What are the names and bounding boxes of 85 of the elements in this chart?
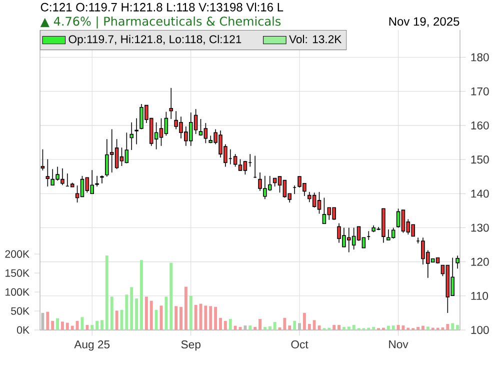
- bar: [170, 262, 173, 330]
- bar: [189, 296, 192, 330]
- bar: [332, 325, 336, 330]
- bar: [130, 287, 134, 330]
- bar: [352, 325, 356, 330]
- bar: [416, 326, 420, 330]
- bar: [451, 323, 454, 330]
- bar: [135, 298, 138, 330]
- y-tick-label: 130: [471, 224, 489, 232]
- bar: [273, 322, 276, 330]
- chart-title: C:121 O:119.7 H:121.8 L:118 V:13198 Vl:16 L: [40, 2, 284, 12]
- bar: [60, 322, 64, 330]
- x-tick-label: Sep: [181, 340, 200, 351]
- x-tick-label: Nov: [389, 340, 408, 348]
- bar: [258, 318, 262, 330]
- bar: [70, 326, 74, 330]
- bar: [51, 320, 54, 330]
- bar: [150, 300, 153, 330]
- bar: [180, 306, 182, 330]
- bar: [96, 320, 99, 330]
- bar: [421, 326, 424, 330]
- y2-tick-label: 150K: [6, 269, 30, 277]
- bar: [283, 318, 286, 330]
- legend-label: Op:119.7, Hi:121.8, Lo:118, Cl:121: [68, 34, 242, 46]
- bar: [268, 326, 272, 330]
- bar: [56, 318, 60, 330]
- bar: [46, 312, 50, 330]
- candlestick: [233, 154, 238, 168]
- bar: [224, 320, 227, 330]
- y-tick-label: 100: [471, 326, 489, 334]
- y-tick-label: 180: [471, 53, 489, 62]
- bar: [347, 326, 350, 330]
- x-tick-label: Aug 25: [74, 340, 110, 351]
- bar: [456, 325, 460, 330]
- bar: [66, 322, 69, 330]
- bar: [194, 304, 198, 330]
- text: Nov 19, 2025: [389, 17, 460, 28]
- bar: [426, 326, 430, 330]
- bar: [248, 325, 252, 330]
- y-tick-label: 120: [471, 258, 489, 266]
- y-tick-label: 160: [471, 121, 489, 130]
- bar: [254, 326, 257, 330]
- bar: [342, 326, 346, 330]
- bar: [100, 320, 104, 330]
- candlestick: [46, 158, 50, 187]
- candlestick: [100, 175, 104, 184]
- bar: [214, 306, 218, 330]
- candlestick: [169, 88, 173, 120]
- bar: [144, 296, 148, 330]
- bar: [392, 325, 395, 330]
- candlestick: [134, 118, 138, 145]
- bar: [288, 325, 292, 330]
- x-tick-label: Oct: [291, 340, 308, 348]
- bar: [174, 306, 178, 330]
- candlestick: [130, 122, 134, 150]
- bar: [228, 318, 232, 330]
- bar: [90, 325, 94, 330]
- bar: [140, 260, 143, 330]
- bar: [302, 312, 306, 330]
- bar: [125, 294, 128, 330]
- chart-subtitle: ▲ 4.76% | Pharmaceuticals & Chemicals: [40, 16, 281, 28]
- bar: [110, 296, 114, 330]
- y-tick-label: 150: [471, 156, 489, 164]
- candlestick: [40, 148, 45, 171]
- bar: [115, 310, 118, 330]
- y2-tick-label: 0K: [16, 326, 30, 334]
- bar: [446, 324, 450, 330]
- y2-tick-label: 200K: [5, 250, 30, 258]
- bar: [80, 317, 84, 330]
- bar: [298, 323, 301, 330]
- bar: [338, 325, 340, 330]
- bar: [386, 326, 390, 330]
- legend-label: Vol: 13.2K: [289, 34, 342, 44]
- bar: [263, 326, 266, 330]
- bar: [219, 318, 222, 330]
- y-tick-label: 110: [471, 292, 488, 300]
- y2-tick-label: 100K: [6, 288, 30, 296]
- bar: [184, 286, 188, 330]
- bar: [308, 324, 311, 330]
- bar: [41, 312, 44, 330]
- y-tick-label: 170: [471, 87, 489, 96]
- y-tick-label: 140: [471, 190, 489, 198]
- bar: [204, 306, 208, 330]
- y2-tick-label: 50K: [11, 307, 30, 315]
- bar: [209, 306, 212, 330]
